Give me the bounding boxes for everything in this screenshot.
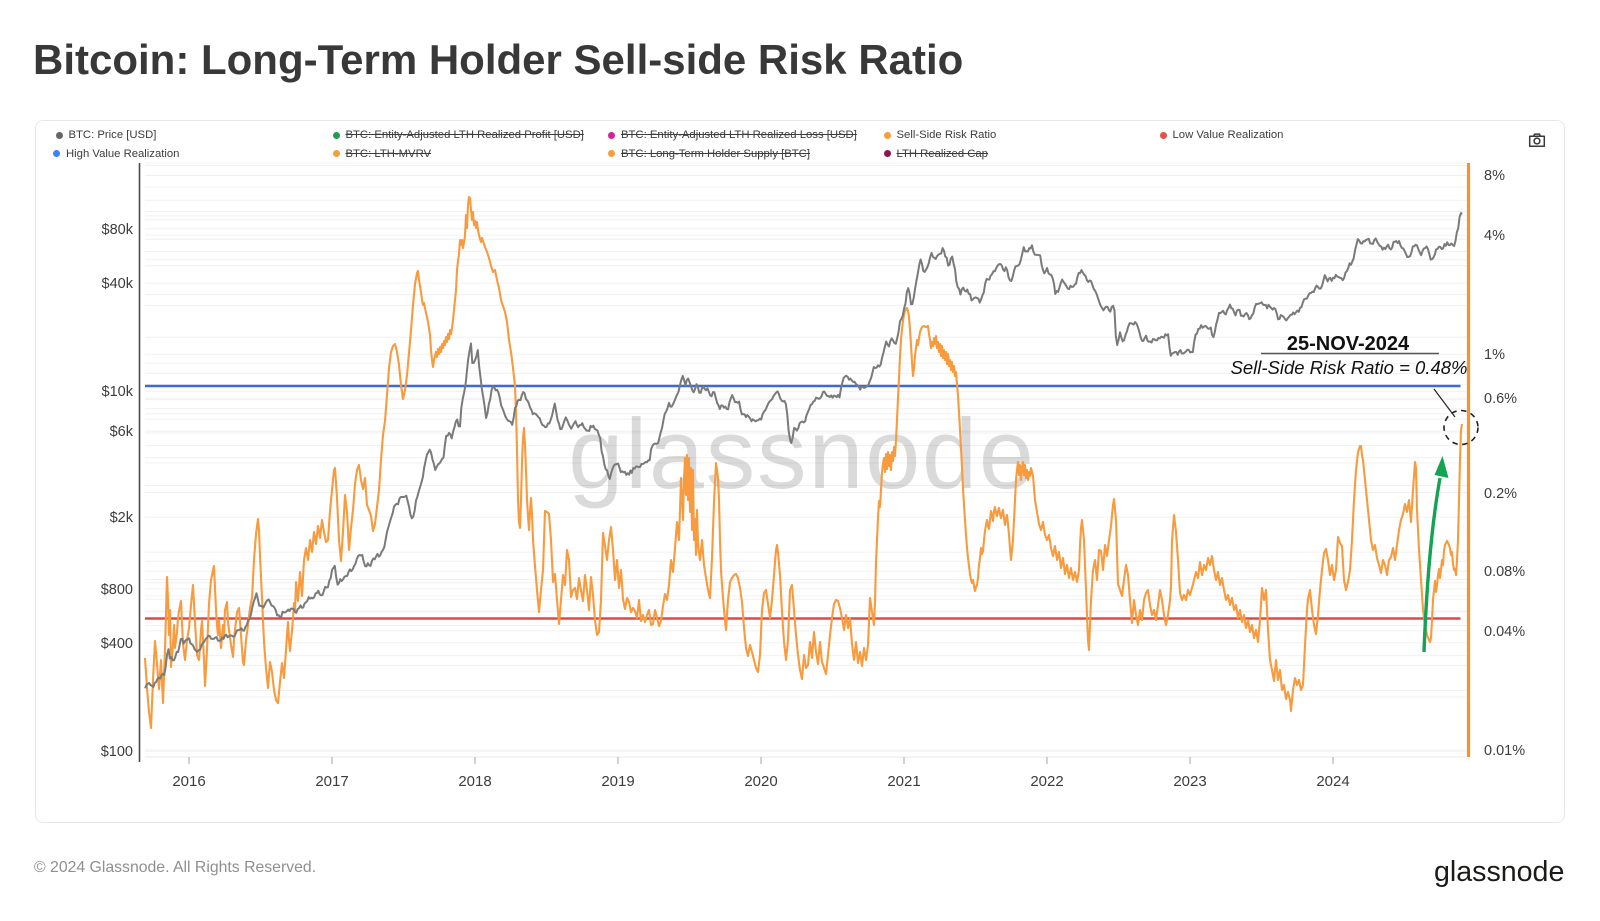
svg-text:Sell-Side Risk Ratio = 0.48%: Sell-Side Risk Ratio = 0.48% [1230, 357, 1467, 378]
svg-text:2018: 2018 [458, 773, 491, 790]
svg-text:2020: 2020 [744, 773, 777, 790]
svg-text:4%: 4% [1484, 228, 1505, 244]
svg-text:$10k: $10k [102, 384, 134, 400]
svg-text:$800: $800 [101, 582, 133, 598]
svg-text:2016: 2016 [172, 773, 205, 790]
svg-text:2023: 2023 [1173, 773, 1206, 790]
svg-text:$400: $400 [101, 636, 133, 652]
svg-text:1%: 1% [1484, 347, 1505, 363]
svg-text:2022: 2022 [1030, 773, 1063, 790]
svg-text:$40k: $40k [102, 276, 134, 292]
svg-text:2021: 2021 [887, 773, 920, 790]
svg-text:0.04%: 0.04% [1484, 624, 1525, 640]
svg-text:0.6%: 0.6% [1484, 391, 1517, 407]
svg-text:0.01%: 0.01% [1484, 743, 1525, 759]
svg-text:8%: 8% [1484, 168, 1505, 184]
svg-text:0.08%: 0.08% [1484, 564, 1525, 580]
svg-text:2019: 2019 [601, 773, 634, 790]
svg-text:$80k: $80k [102, 222, 134, 238]
svg-text:2017: 2017 [315, 773, 348, 790]
svg-text:2024: 2024 [1316, 773, 1349, 790]
svg-text:$2k: $2k [110, 510, 134, 526]
svg-text:glassnode: glassnode [568, 398, 1036, 509]
svg-text:$6k: $6k [110, 424, 134, 440]
svg-text:$100: $100 [101, 744, 133, 760]
svg-text:25-NOV-2024: 25-NOV-2024 [1287, 333, 1410, 355]
svg-text:0.2%: 0.2% [1484, 486, 1517, 502]
